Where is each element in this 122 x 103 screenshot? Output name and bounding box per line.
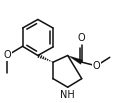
- Text: NH: NH: [60, 90, 75, 100]
- Text: O: O: [4, 50, 11, 60]
- Text: O: O: [78, 33, 86, 43]
- Text: O: O: [93, 61, 100, 71]
- Polygon shape: [68, 56, 83, 64]
